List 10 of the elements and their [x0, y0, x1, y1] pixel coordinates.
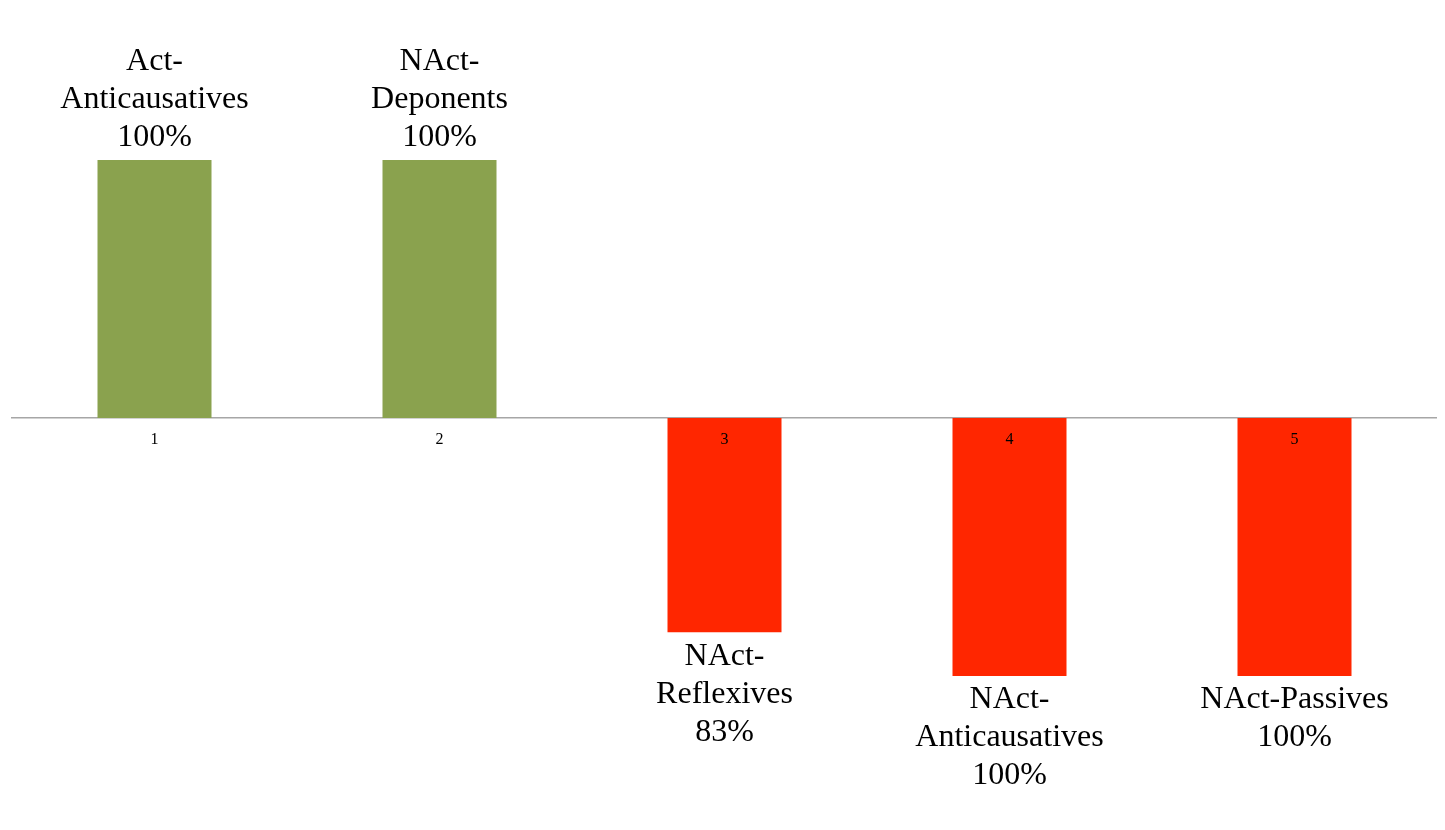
data-label: NAct- Deponents 100% — [371, 41, 508, 154]
x-tick-label: 5 — [1290, 430, 1299, 448]
data-label: NAct-Passives 100% — [1200, 679, 1389, 754]
x-tick-label: 2 — [435, 430, 444, 448]
data-label: NAct- Reflexives 83% — [656, 635, 793, 748]
data-label: NAct- Anticausatives 100% — [915, 679, 1104, 792]
x-tick-label: 1 — [150, 430, 159, 448]
data-label: Act- Anticausatives 100% — [60, 41, 249, 154]
x-tick-label: 3 — [720, 430, 729, 448]
x-tick-label: 4 — [1005, 430, 1014, 448]
